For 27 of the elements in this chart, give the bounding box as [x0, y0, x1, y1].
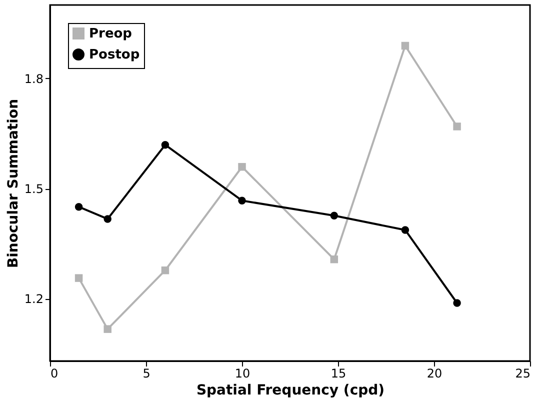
y-axis-title: Binocular Summation: [5, 98, 22, 268]
point: [74, 274, 83, 282]
point: [330, 212, 338, 220]
point: [401, 226, 410, 234]
x-axis-title: Spatial Frequency (cpd): [196, 382, 385, 398]
legend-label: Preop: [89, 26, 132, 42]
point: [453, 299, 461, 307]
x-tick-label: 0: [50, 366, 58, 380]
legend-label: Postop: [89, 48, 140, 62]
x-tick-label: 5: [142, 366, 150, 380]
point: [104, 325, 112, 333]
x-tick-label: 25: [515, 366, 530, 380]
point: [161, 266, 170, 274]
point: [330, 255, 338, 264]
x-tick-label: 15: [330, 366, 346, 380]
y-tick-label: 1.8: [24, 72, 44, 86]
y-tick-label: 1.2: [24, 292, 44, 306]
point: [401, 42, 410, 50]
point: [161, 140, 170, 149]
point: [104, 215, 112, 223]
x-tick-label: 20: [426, 366, 442, 380]
point: [238, 196, 246, 204]
point: [238, 162, 246, 171]
y-tick-label: 1.5: [24, 182, 44, 196]
x-tick-label: 10: [234, 366, 250, 380]
point: [453, 122, 461, 130]
point: [74, 202, 83, 211]
